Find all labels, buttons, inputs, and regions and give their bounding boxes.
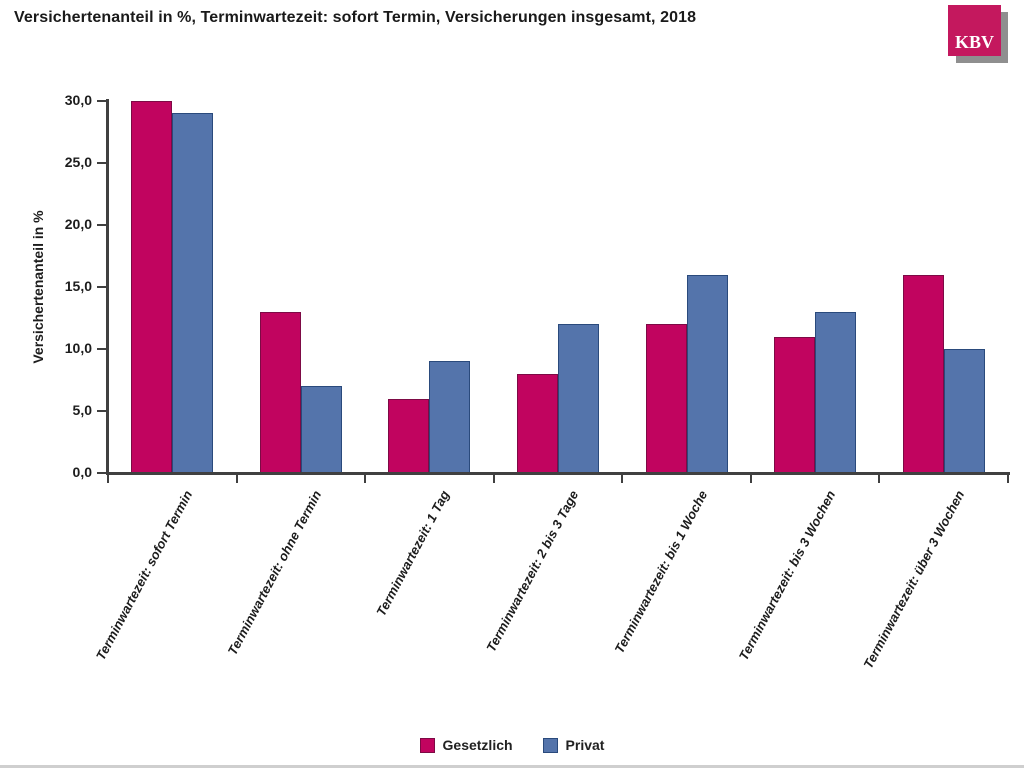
y-tick-mark xyxy=(97,162,106,164)
kbv-logo-square: KBV xyxy=(948,5,1001,56)
x-tick-mark xyxy=(492,475,495,483)
category-label: Terminwartezeit: bis 3 Wochen xyxy=(735,488,839,663)
x-tick-mark xyxy=(749,475,752,483)
bar-gesetzlich-0 xyxy=(131,101,173,473)
bar-gesetzlich-4 xyxy=(645,324,687,473)
category-label: Terminwartezeit: sofort Termin xyxy=(93,488,196,663)
kbv-logo: KBV xyxy=(948,5,1010,67)
bar-gesetzlich-5 xyxy=(774,336,816,473)
bar-privat-6 xyxy=(943,349,985,473)
category-label: Terminwartezeit: ohne Termin xyxy=(224,488,325,658)
y-tick-mark xyxy=(97,224,106,226)
bar-privat-2 xyxy=(429,361,471,473)
x-tick-mark xyxy=(364,475,367,483)
category-label: Terminwartezeit: über 3 Wochen xyxy=(860,488,967,672)
legend-item-privat: Privat xyxy=(542,737,605,753)
x-tick-mark xyxy=(235,475,238,483)
y-tick-label: 0,0 xyxy=(72,464,92,480)
y-tick-label: 20,0 xyxy=(64,216,92,232)
x-tick-mark xyxy=(1007,475,1009,483)
y-tick-label: 30,0 xyxy=(64,92,92,108)
bar-privat-4 xyxy=(686,274,728,473)
legend-label: Privat xyxy=(565,737,605,753)
legend: Gesetzlich Privat xyxy=(0,737,1024,753)
x-tick-mark xyxy=(878,475,881,483)
bar-gesetzlich-1 xyxy=(259,311,301,473)
category-label: Terminwartezeit: 2 bis 3 Tage xyxy=(483,488,582,655)
bar-gesetzlich-3 xyxy=(517,373,558,473)
bar-privat-5 xyxy=(815,311,857,473)
legend-swatch-gesetzlich xyxy=(419,737,435,753)
bottom-divider xyxy=(0,765,1024,768)
bar-gesetzlich-6 xyxy=(902,274,944,473)
y-tick-mark xyxy=(97,286,106,288)
legend-label: Gesetzlich xyxy=(442,737,513,753)
page-title: Versichertenanteil in %, Terminwartezeit… xyxy=(14,9,697,26)
y-tick-label: 25,0 xyxy=(64,154,92,170)
x-tick-mark xyxy=(107,475,109,483)
x-axis-line xyxy=(106,472,1010,475)
legend-item-gesetzlich: Gesetzlich xyxy=(419,737,513,753)
category-label: Terminwartezeit: 1 Tag xyxy=(373,488,453,619)
y-tick-mark xyxy=(97,100,106,102)
category-label: Terminwartezeit: bis 1 Woche xyxy=(611,488,710,656)
bar-gesetzlich-2 xyxy=(388,398,430,473)
legend-swatch-privat xyxy=(542,737,558,753)
y-tick-label: 15,0 xyxy=(64,278,92,294)
y-axis-line xyxy=(106,99,109,475)
y-tick-label: 10,0 xyxy=(64,340,92,356)
x-tick-mark xyxy=(621,475,624,483)
y-tick-mark xyxy=(97,348,106,350)
bar-privat-1 xyxy=(300,386,342,473)
kbv-logo-text: KBV xyxy=(954,32,994,52)
bar-privat-3 xyxy=(558,324,599,473)
y-tick-label: 5,0 xyxy=(72,402,92,418)
y-tick-mark xyxy=(97,410,106,412)
y-tick-mark xyxy=(97,472,106,474)
bar-privat-0 xyxy=(172,113,214,473)
